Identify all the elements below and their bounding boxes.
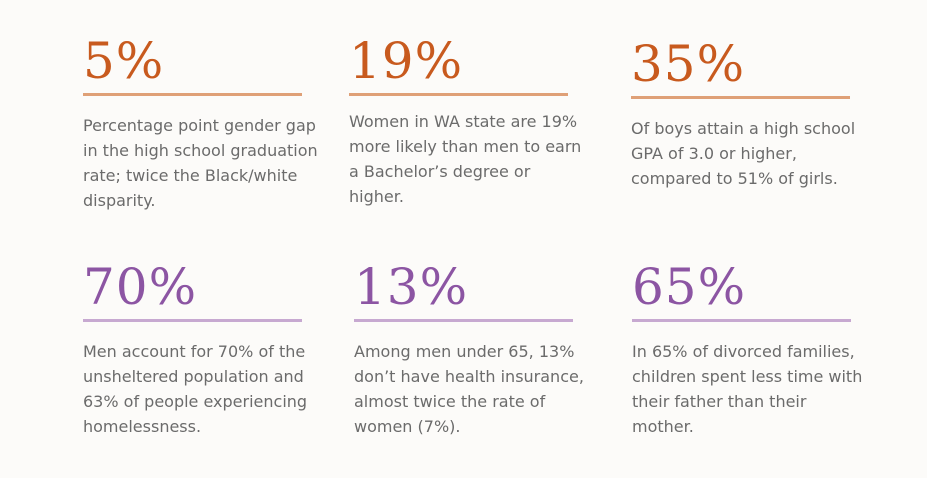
stat-description: Women in WA state are 19% more likely th… xyxy=(349,112,582,206)
stat-divider xyxy=(631,96,850,99)
stat-card-homelessness: 70% Men account for 70% of the unshelter… xyxy=(83,259,323,439)
stat-divider xyxy=(354,319,573,322)
stat-value: 19% xyxy=(349,32,464,90)
stat-card-graduation-gap: 5% Percentage point gender gap in the hi… xyxy=(83,33,323,213)
stat-description: Percentage point gender gap in the high … xyxy=(83,116,318,210)
stat-value: 70% xyxy=(83,258,198,316)
stat-card-health-insurance: 13% Among men under 65, 13% don’t have h… xyxy=(354,259,594,439)
stat-divider xyxy=(83,319,302,322)
stat-card-gpa: 35% Of boys attain a high school GPA of … xyxy=(631,36,871,191)
stat-description: Men account for 70% of the unsheltered p… xyxy=(83,342,308,436)
stat-card-divorced-families: 65% In 65% of divorced families, childre… xyxy=(632,259,872,439)
stat-divider xyxy=(83,93,302,96)
stat-value: 13% xyxy=(354,258,469,316)
stat-description: Among men under 65, 13% don’t have healt… xyxy=(354,342,584,436)
stat-value: 5% xyxy=(83,32,165,90)
stat-card-bachelors-degree: 19% Women in WA state are 19% more likel… xyxy=(349,33,589,209)
stat-divider xyxy=(349,93,568,96)
stat-value: 35% xyxy=(631,35,746,93)
stat-value: 65% xyxy=(632,258,747,316)
stat-description: In 65% of divorced families, children sp… xyxy=(632,342,863,436)
stat-description: Of boys attain a high school GPA of 3.0 … xyxy=(631,119,856,188)
stat-divider xyxy=(632,319,851,322)
